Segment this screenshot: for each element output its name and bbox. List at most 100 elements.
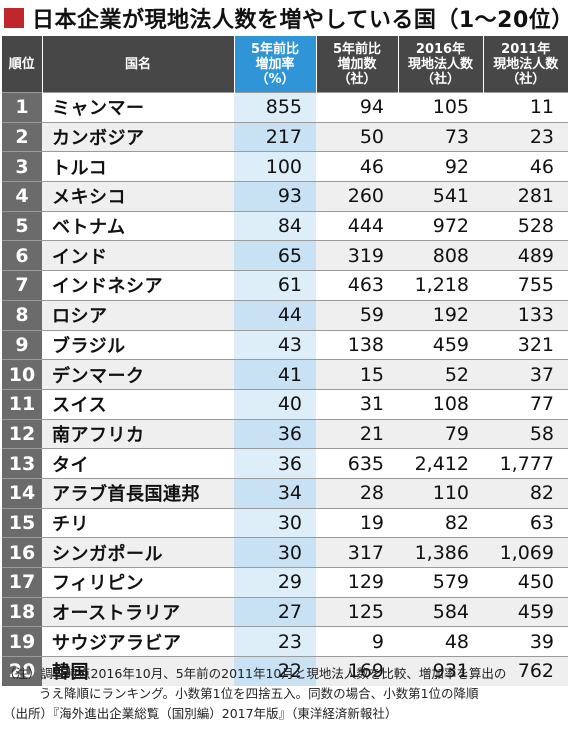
title-marker-square — [4, 8, 24, 28]
growth-rate-cell: 43 — [234, 329, 316, 360]
rank-cell: 16 — [2, 537, 42, 568]
country-cell: フィリピン — [42, 567, 234, 598]
growth-rate-cell: 36 — [234, 448, 316, 479]
header-increase-line2: 増加数 — [337, 56, 377, 72]
increase-cell: 317 — [316, 537, 398, 568]
count-2016-cell: 2,412 — [398, 448, 483, 479]
count-2011-cell: 63 — [483, 507, 568, 538]
rank-cell: 20 — [2, 656, 42, 686]
growth-rate-cell: 100 — [234, 151, 316, 182]
increase-cell: 9 — [316, 626, 398, 657]
count-2011-cell: 58 — [483, 418, 568, 449]
header-count-2016: 2016年 現地法人数 （社） — [397, 36, 483, 93]
count-2016-cell: 579 — [398, 567, 483, 598]
increase-cell: 21 — [316, 418, 398, 449]
table-row: 17 フィリピン 29 129 579 450 — [2, 567, 568, 598]
country-cell: チリ — [42, 507, 234, 538]
header-growth-rate-line1: 5年前比 — [250, 41, 300, 57]
growth-rate-cell: 30 — [234, 507, 316, 538]
count-2011-cell: 762 — [483, 656, 568, 686]
growth-rate-cell: 34 — [234, 477, 316, 509]
growth-rate-cell: 93 — [234, 181, 316, 212]
count-2016-cell: 110 — [398, 477, 483, 509]
table-row: 20 韓国 22 169 931 762 — [2, 656, 568, 686]
source-line: （出所）『海外進出企業総覧（国別編）2017年版』（東洋経済新報社） — [3, 706, 398, 721]
growth-rate-cell: 61 — [234, 270, 316, 301]
table-row: 14 アラブ首長国連邦 34 28 110 82 — [2, 477, 568, 509]
count-2011-cell: 1,777 — [483, 448, 568, 479]
increase-cell: 50 — [316, 121, 398, 152]
note-line-1: （注）調査時点2016年10月、5年前の2011年10月と現地法人数を比較、増加… — [3, 666, 507, 681]
growth-rate-cell: 65 — [234, 240, 316, 271]
footnotes: （注）調査時点2016年10月、5年前の2011年10月と現地法人数を比較、増加… — [3, 664, 568, 724]
header-increase: 5年前比 増加数 （社） — [315, 36, 398, 93]
country-cell: インド — [42, 240, 234, 271]
increase-cell: 19 — [316, 507, 398, 538]
count-2016-cell: 73 — [398, 121, 483, 152]
table-row: 11 スイス 40 31 108 77 — [2, 388, 568, 420]
count-2011-cell: 489 — [483, 240, 568, 271]
table-row: 16 シンガポール 30 317 1,386 1,069 — [2, 537, 568, 568]
growth-rate-cell: 855 — [234, 92, 316, 123]
count-2016-cell: 1,386 — [398, 537, 483, 568]
count-2011-cell: 459 — [483, 596, 568, 627]
rank-cell: 18 — [2, 596, 42, 627]
header-count-2011-line1: 2011年 — [501, 41, 551, 57]
header-count-2016-line1: 2016年 — [415, 41, 466, 57]
rank-cell: 14 — [2, 477, 42, 509]
growth-rate-cell: 217 — [234, 121, 316, 152]
count-2011-cell: 528 — [483, 210, 568, 241]
count-2016-cell: 48 — [398, 626, 483, 657]
country-cell: アラブ首長国連邦 — [42, 477, 234, 509]
count-2011-cell: 755 — [483, 270, 568, 301]
growth-rate-cell: 22 — [234, 656, 316, 686]
count-2016-cell: 931 — [398, 656, 483, 686]
count-2016-cell: 808 — [398, 240, 483, 271]
table-row: 9 ブラジル 43 138 459 321 — [2, 329, 568, 360]
count-2016-cell: 541 — [398, 181, 483, 212]
country-cell: カンボジア — [42, 121, 234, 152]
table-row: 7 インドネシア 61 463 1,218 755 — [2, 270, 568, 301]
increase-cell: 129 — [316, 567, 398, 598]
rank-cell: 1 — [2, 92, 42, 123]
count-2011-cell: 39 — [483, 626, 568, 657]
count-2016-cell: 52 — [398, 359, 483, 390]
growth-rate-cell: 41 — [234, 359, 316, 390]
country-cell: オーストラリア — [42, 596, 234, 627]
rank-cell: 8 — [2, 299, 42, 330]
rank-cell: 7 — [2, 270, 42, 301]
table-row: 19 サウジアラビア 23 9 48 39 — [2, 626, 568, 657]
count-2016-cell: 79 — [398, 418, 483, 449]
count-2011-cell: 450 — [483, 567, 568, 598]
table-row: 15 チリ 30 19 82 63 — [2, 507, 568, 538]
count-2011-cell: 281 — [483, 181, 568, 212]
count-2016-cell: 584 — [398, 596, 483, 627]
growth-rate-cell: 29 — [234, 567, 316, 598]
growth-rate-cell: 23 — [234, 626, 316, 657]
rank-cell: 6 — [2, 240, 42, 271]
count-2016-cell: 972 — [398, 210, 483, 241]
country-cell: タイ — [42, 448, 234, 479]
count-2016-cell: 192 — [398, 299, 483, 330]
country-cell: ブラジル — [42, 329, 234, 360]
count-2016-cell: 105 — [398, 92, 483, 123]
growth-rate-cell: 44 — [234, 299, 316, 330]
header-growth-rate-line3: （%） — [255, 71, 295, 87]
increase-cell: 635 — [316, 448, 398, 479]
count-2011-cell: 1,069 — [483, 537, 568, 568]
ranking-table: 順位 国名 5年前比 増加率 （%） 5年前比 増加数 （社） 2016年 現地… — [2, 36, 568, 686]
table-row: 10 デンマーク 41 15 52 37 — [2, 359, 568, 390]
country-cell: シンガポール — [42, 537, 234, 568]
increase-cell: 138 — [316, 329, 398, 360]
header-increase-line3: （社） — [337, 71, 377, 87]
increase-cell: 59 — [316, 299, 398, 330]
title-bar: 日本企業が現地法人数を増やしている国（1〜20位） — [0, 0, 570, 36]
table-row: 1 ミャンマー 855 94 105 11 — [2, 92, 568, 123]
increase-cell: 169 — [316, 656, 398, 686]
table-row: 6 インド 65 319 808 489 — [2, 240, 568, 271]
header-count-2016-line3: （社） — [420, 71, 460, 87]
count-2016-cell: 1,218 — [398, 270, 483, 301]
increase-cell: 463 — [316, 270, 398, 301]
table-row: 18 オーストラリア 27 125 584 459 — [2, 596, 568, 627]
growth-rate-cell: 30 — [234, 537, 316, 568]
